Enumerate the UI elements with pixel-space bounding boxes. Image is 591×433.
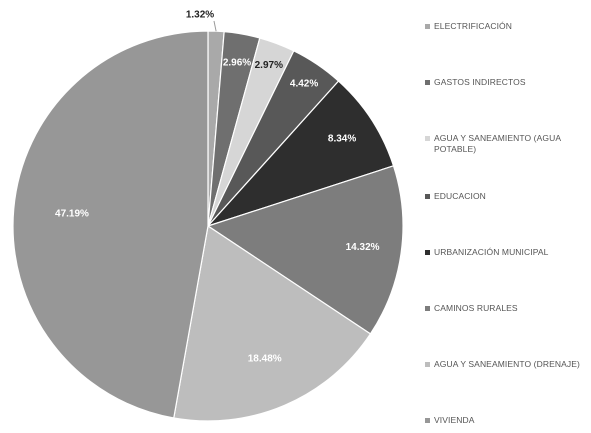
- slice-data-label: 2.97%: [255, 60, 283, 71]
- legend-swatch: [425, 80, 430, 85]
- pie-chart: 1.32% 2.96% 2.97% 4.42% 8.34% 14.32% 18.48% 47.…: [12, 10, 404, 422]
- legend-label: AGUA Y SANEAMIENTO (DRENAJE): [434, 359, 580, 369]
- legend-label: CAMINOS RURALES: [434, 303, 518, 313]
- legend-item: VIVIENDA: [425, 415, 591, 426]
- legend-swatch: [425, 250, 430, 255]
- leader-line: [213, 20, 217, 32]
- legend-swatch: [425, 306, 430, 311]
- slice-data-label: 8.34%: [328, 134, 356, 145]
- slice-data-label: 4.42%: [290, 78, 318, 89]
- legend-label: AGUA Y SANEAMIENTO (AGUA POTABLE): [434, 133, 561, 154]
- slice-data-label: 1.32%: [186, 10, 214, 21]
- pie-slice: [12, 30, 209, 419]
- slice-data-label: 2.96%: [223, 57, 251, 68]
- slice-data-label: 14.32%: [346, 242, 380, 253]
- legend-item: AGUA Y SANEAMIENTO (DRENAJE): [425, 359, 591, 370]
- legend-item: GASTOS INDIRECTOS: [425, 77, 591, 88]
- slice-data-label: 18.48%: [248, 353, 282, 364]
- legend-item: URBANIZACIÓN MUNICIPAL: [425, 247, 591, 258]
- legend-item: AGUA Y SANEAMIENTO (AGUA POTABLE): [425, 133, 591, 155]
- legend-item: ELECTRIFICACIÓN: [425, 21, 591, 32]
- legend-swatch: [425, 194, 430, 199]
- pie-data-labels: 1.32% 2.96% 2.97% 4.42% 8.34% 14.32% 18.48% 47.…: [55, 10, 380, 365]
- pie-slice: [173, 224, 372, 422]
- legend: ELECTRIFICACIÓN GASTOS INDIRECTOS AGUA Y S…: [425, 0, 591, 433]
- legend-label: VIVIENDA: [434, 415, 475, 425]
- legend-swatch: [425, 418, 430, 423]
- pie-slices: [12, 30, 404, 422]
- legend-item: CAMINOS RURALES: [425, 303, 591, 314]
- legend-swatch: [425, 24, 430, 29]
- pie-slice: [206, 80, 395, 228]
- slice-data-label: 47.19%: [55, 209, 89, 220]
- legend-label: EDUCACION: [434, 191, 486, 201]
- legend-swatch: [425, 136, 430, 141]
- legend-item: EDUCACION: [425, 191, 591, 202]
- legend-label: URBANIZACIÓN MUNICIPAL: [434, 247, 549, 257]
- pie-slice: [206, 165, 404, 335]
- legend-label: ELECTRIFICACIÓN: [434, 21, 513, 31]
- legend-label: GASTOS INDIRECTOS: [434, 77, 526, 87]
- legend-swatch: [425, 362, 430, 367]
